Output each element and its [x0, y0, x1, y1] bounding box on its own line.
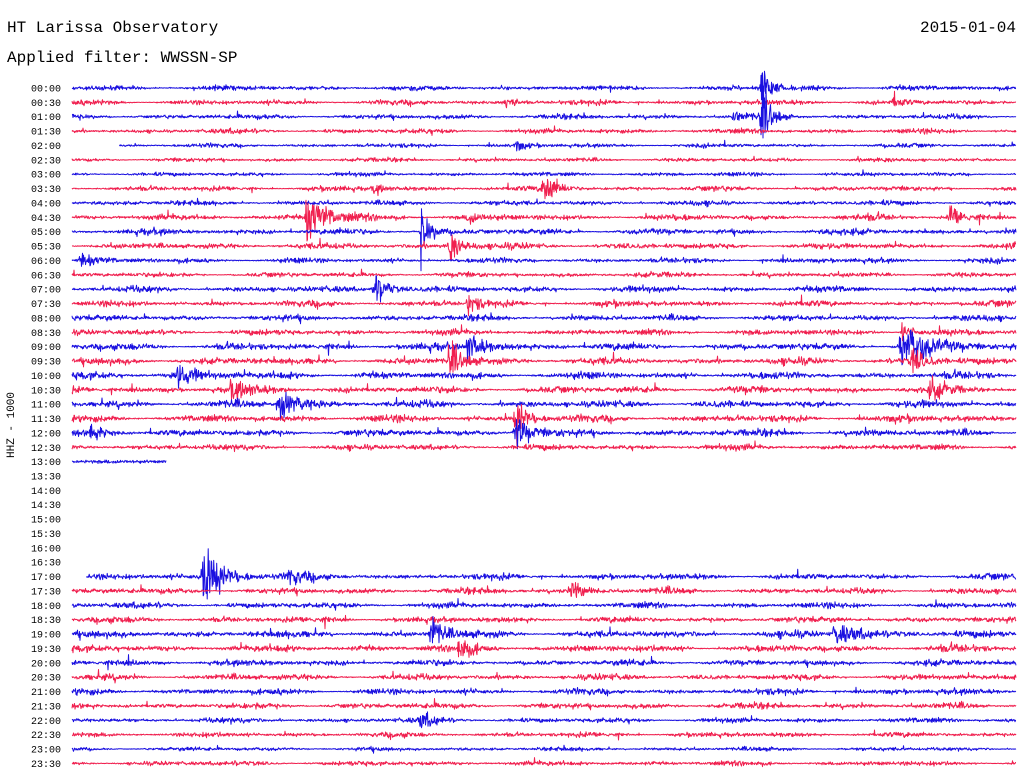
seismic-trace [71, 598, 1017, 611]
time-tick-label: 21:00 [31, 688, 61, 699]
time-tick-label: 13:00 [31, 458, 61, 469]
seismic-trace [71, 125, 1017, 136]
seismic-trace [71, 391, 1017, 421]
time-tick-label: 00:30 [31, 99, 61, 110]
seismic-trace [71, 654, 1017, 671]
time-tick-label: 21:30 [31, 702, 61, 713]
seismic-trace [71, 76, 1017, 139]
seismic-trace [71, 440, 1017, 453]
seismic-trace [71, 322, 1017, 342]
time-tick-label: 09:30 [31, 358, 61, 369]
time-tick-label: 07:30 [31, 300, 61, 311]
time-tick-label: 17:30 [31, 587, 61, 598]
time-tick-label: 09:00 [31, 343, 61, 354]
time-tick-label: 22:30 [31, 731, 61, 742]
filter-value: WWSSN-SP [160, 49, 238, 67]
seismic-trace [71, 312, 1017, 325]
seismic-trace [71, 208, 1017, 272]
time-tick-label: 01:30 [31, 128, 61, 139]
seismic-trace [71, 419, 1017, 450]
seismic-trace [71, 329, 1017, 366]
time-tick-label: 06:30 [31, 271, 61, 282]
seismic-trace [71, 459, 167, 464]
time-tick-label: 15:30 [31, 530, 61, 541]
seismic-trace [71, 640, 1017, 658]
seismic-trace [71, 375, 1017, 405]
time-tick-label: 13:30 [31, 472, 61, 483]
seismic-trace [71, 234, 1017, 261]
seismic-trace [71, 616, 1017, 644]
seismic-trace [71, 582, 1017, 598]
seismic-trace [119, 139, 1017, 152]
time-tick-label: 16:00 [31, 544, 61, 555]
seismic-trace [71, 90, 1017, 109]
seismic-trace [71, 252, 1017, 267]
seismic-trace [71, 155, 1017, 163]
time-tick-labels: 00:00 00:30 01:00 01:30 02:00 02:30 03:00 03:30… [31, 85, 61, 771]
seismic-trace [71, 404, 1017, 448]
seismic-trace [71, 669, 1017, 684]
seismic-trace [86, 548, 1017, 600]
time-tick-label: 23:00 [31, 746, 61, 757]
time-tick-label: 02:30 [31, 156, 61, 167]
seismic-trace [71, 364, 1017, 389]
seismic-trace [71, 70, 1017, 102]
time-tick-label: 07:00 [31, 286, 61, 297]
time-tick-label: 03:00 [31, 171, 61, 182]
time-tick-label: 08:30 [31, 329, 61, 340]
time-tick-label: 18:30 [31, 616, 61, 627]
time-tick-label: 23:30 [31, 760, 61, 771]
seismic-trace [71, 275, 1017, 303]
time-tick-label: 12:30 [31, 444, 61, 455]
seismic-trace [71, 698, 1017, 711]
time-tick-label: 22:00 [31, 717, 61, 728]
time-tick-label: 19:00 [31, 631, 61, 642]
seismic-trace [71, 340, 1017, 374]
time-tick-label: 00:00 [31, 85, 61, 96]
filter-line: Applied filter: WWSSN-SP [7, 49, 237, 67]
seismic-trace [71, 729, 1017, 741]
seismic-traces [71, 70, 1017, 768]
time-tick-label: 14:00 [31, 487, 61, 498]
seismic-trace [71, 757, 1016, 768]
seismic-trace [71, 199, 1017, 242]
time-tick-label: 15:00 [31, 516, 61, 527]
seismic-trace [71, 268, 1017, 279]
time-tick-label: 06:00 [31, 257, 61, 268]
seismic-trace [71, 294, 1017, 317]
time-tick-label: 04:00 [31, 199, 61, 210]
time-tick-label: 14:30 [31, 501, 61, 512]
time-tick-label: 10:30 [31, 386, 61, 397]
time-tick-label: 05:00 [31, 228, 61, 239]
time-tick-label: 05:30 [31, 243, 61, 254]
time-tick-label: 18:00 [31, 602, 61, 613]
seismic-trace [71, 178, 1017, 200]
time-tick-label: 04:30 [31, 214, 61, 225]
seismic-trace [71, 744, 1017, 754]
time-tick-label: 19:30 [31, 645, 61, 656]
time-tick-label: 11:00 [31, 401, 61, 412]
time-tick-label: 12:00 [31, 429, 61, 440]
time-tick-label: 08:00 [31, 314, 61, 325]
time-tick-label: 03:30 [31, 185, 61, 196]
observatory-title: HT Larissa Observatory [7, 19, 219, 37]
seismic-trace [71, 711, 1017, 729]
filter-label: Applied filter: [7, 49, 152, 67]
time-tick-label: 17:00 [31, 573, 61, 584]
time-tick-label: 01:00 [31, 113, 61, 124]
seismic-trace [71, 197, 1017, 208]
record-date: 2015-01-04 [919, 19, 1016, 37]
time-tick-label: 16:30 [31, 559, 61, 570]
time-tick-label: 20:30 [31, 674, 61, 685]
time-tick-label: 20:00 [31, 659, 61, 670]
time-tick-label: 10:00 [31, 372, 61, 383]
time-tick-label: 02:00 [31, 142, 61, 153]
seismic-trace [71, 169, 1017, 178]
seismic-trace [71, 686, 1017, 697]
time-tick-label: 11:30 [31, 415, 61, 426]
seismic-trace [71, 614, 1017, 630]
